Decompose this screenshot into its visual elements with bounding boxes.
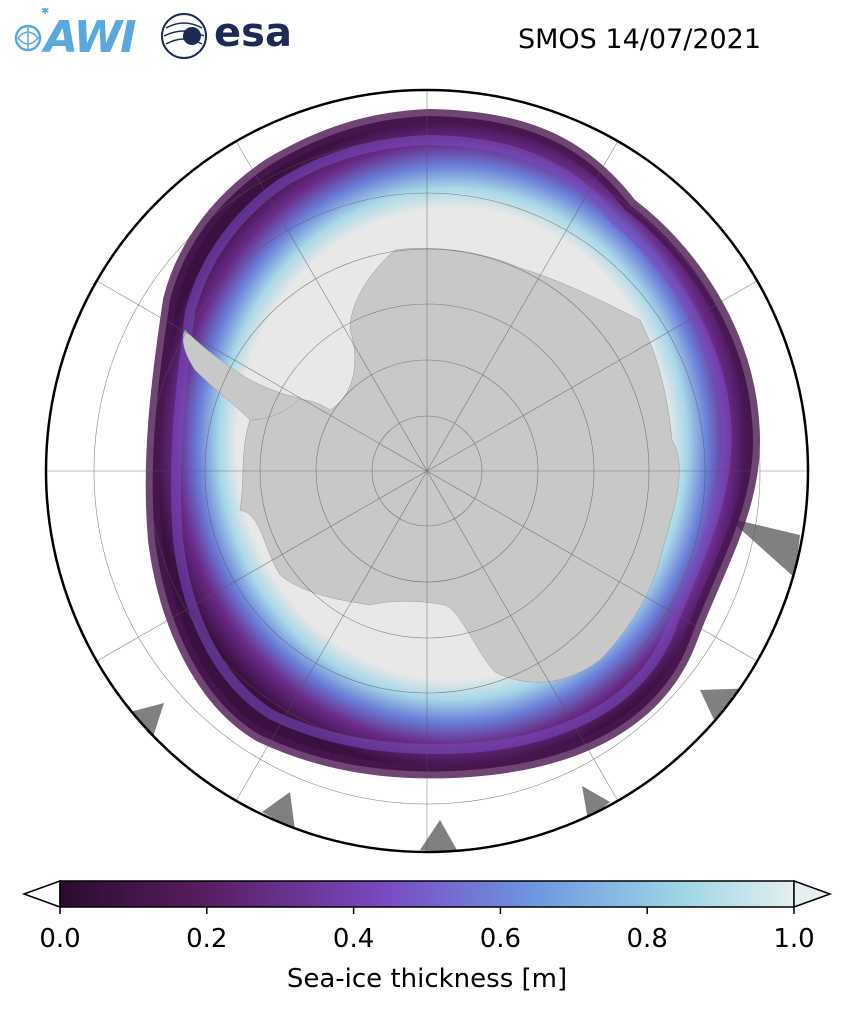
colorbar-label: Sea-ice thickness [m] (286, 964, 568, 994)
no-data-patch (582, 786, 610, 820)
no-data-patch (130, 703, 164, 740)
colorbar-extend-low (21, 879, 61, 909)
colorbar-tick-label: 0.4 (332, 924, 375, 954)
no-data-patch (262, 792, 295, 830)
awi-logo: ✱ (14, 8, 49, 52)
esa-logo (161, 13, 207, 59)
colorbar-tick-label: 0.0 (39, 924, 81, 954)
colorbar-extend-high (793, 879, 833, 909)
graticule (46, 90, 808, 852)
colorbar-tick-label: 0.8 (626, 924, 668, 954)
colorbar (21, 879, 833, 914)
colorbar-gradient (59, 880, 795, 908)
thin-ice-edge (145, 108, 760, 779)
colorbar-tick-label: 0.2 (186, 924, 228, 954)
colorbar-tick-label: 1.0 (773, 924, 815, 954)
no-data-patch (420, 820, 458, 852)
polar-map (44, 88, 810, 854)
esa-logo-text: esa (214, 10, 292, 56)
map-boundary (44, 88, 810, 854)
no-data-patch (728, 518, 800, 578)
map-title: SMOS 14/07/2021 (518, 24, 762, 55)
colorbar-tick-label: 0.6 (479, 924, 522, 954)
antarctic-peninsula (182, 329, 301, 421)
awi-logo-text: AWI (44, 12, 137, 63)
svg-text:✱: ✱ (41, 8, 49, 17)
